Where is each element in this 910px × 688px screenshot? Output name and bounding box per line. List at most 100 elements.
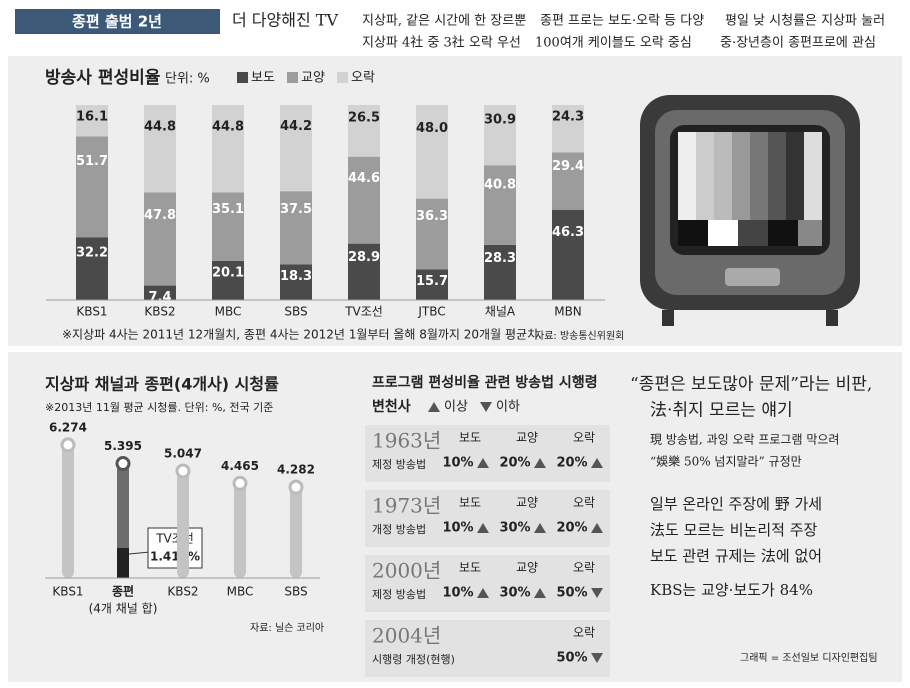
value-label: 36.3 [416,209,448,224]
chart-title: 지상파 채널과 종편(4개사) 시청률 [45,375,279,394]
quote-point: KBS는 교양·보도가 84% [650,581,813,599]
badge [15,9,220,34]
value-label: 15.7 [416,274,448,289]
marker [175,463,191,479]
marker [60,437,76,453]
bar [290,487,302,578]
year: 2004년 [372,624,441,648]
x-tick-label: SBS [284,585,307,599]
x-tick-label: TV조선 [344,305,383,319]
table-row [365,490,610,547]
bar-segment [76,136,108,238]
bar-segment [348,105,380,157]
law-name: 제정 방송법 [372,458,426,471]
x-tick-label: MBN [554,305,582,319]
table-row [365,620,610,677]
year: 1973년 [372,494,441,518]
law-name: 시행령 개정(현행) [372,653,455,666]
bar-segment [348,243,380,300]
callout-segment [117,548,129,578]
value-label: 26.5 [348,110,380,125]
header-point: 평일 낮 시청률은 지상파 눌러 [725,14,885,29]
x-tick-label: 종편 [112,584,134,599]
bar-segment [280,105,312,192]
header-point: 중·장년층이 종편프로에 관심 [720,36,876,51]
bar-segment [280,264,312,300]
genre: 보도 [459,561,481,575]
value-label: 16.1 [76,110,108,125]
value-label: 4.465 [221,459,259,473]
x-tick-label: MBC [227,585,254,599]
x-tick-label: MBC [215,305,242,319]
arrow-up [591,523,603,533]
bar [177,470,189,578]
value-label: 28.3 [484,251,516,266]
bar-segment [144,285,176,300]
ratio: 10% [442,521,473,536]
arrow-up [534,588,546,598]
arrow-up [534,523,546,533]
source: 자료: 닐슨 코리아 [250,622,324,634]
footnote: ※지상파 4사는 2011년 12개월치, 종편 4사는 2012년 1월부터 … [62,328,542,342]
value-label: 40.8 [484,178,516,193]
year: 1963년 [372,429,441,453]
quote-point: 法도 모르는 비논리적 주장 [650,521,818,539]
value-label: 28.9 [348,250,380,265]
bar-segment [76,237,108,300]
value-label: 7.4 [148,290,171,305]
arrow-up [591,458,603,468]
x-tick-label: KBS1 [52,585,83,599]
quote-sub: “娛樂 50% 넘지말라” 규정만 [650,454,802,469]
arrow-up [477,588,489,598]
bar-segment [212,260,244,300]
bar-segment [144,105,176,193]
x-tick-label: JTBC [417,305,445,319]
value-label: 51.7 [76,154,108,169]
value-label: 20.1 [212,265,244,280]
value-label: 5.047 [164,446,202,460]
unit-label: 단위: % [165,72,210,87]
marker [232,475,248,491]
value-label: 4.282 [277,463,315,477]
legend-label: 이상 [444,400,468,415]
legend-swatch [287,72,298,83]
arrow-up [477,523,489,533]
subtitle: 더 다양해진 TV [232,11,338,30]
value-label: 30.9 [484,113,516,128]
legend-label: 교양 [301,71,325,86]
law-name: 개정 방송법 [372,523,426,536]
bar-segment [484,244,516,300]
value-label: 44.8 [144,119,176,134]
genre: 오락 [573,431,595,445]
value-label: 37.5 [280,202,312,217]
genre: 보도 [459,496,481,510]
bar-segment [76,105,108,137]
header-point: 지상파, 같은 시간에 한 장르뿐 [362,14,526,29]
chart-title: 방송사 편성비율 [45,68,161,88]
header-point: 지상파 4社 중 3社 오락 우선 [362,35,521,51]
quote-point: 보도 관련 규제는 法에 없어 [650,547,822,565]
chart-subtitle: ※2013년 11월 평균 시청률. 단위: %, 전국 기준 [45,401,273,414]
x-tick-label: KBS1 [76,305,107,319]
bar-segment [416,105,448,199]
quote-sub: 現 방송법, 과잉 오락 프로그램 막으려 [650,433,839,447]
ratio: 20% [499,456,530,471]
ratio: 50% [556,586,587,601]
table-row [365,425,610,482]
value-label: 35.1 [212,202,244,217]
callout-line [128,551,151,555]
genre: 보도 [459,431,481,445]
bar-segment [348,156,380,244]
header-point: 종편 프로는 보도·오락 등 다양 [540,14,704,29]
year: 2000년 [372,559,441,583]
bar-segment [416,198,448,270]
legend-swatch [337,72,348,83]
bar [234,483,246,578]
ratio: 50% [556,651,587,666]
quote-point: 일부 온라인 주장에 野 가세 [650,495,822,513]
x-tick-label: SBS [284,305,307,319]
tv-illustration [640,95,860,326]
table-title: 변천사 [372,399,411,415]
bar-segment [552,209,584,300]
arrow-down [591,588,603,598]
